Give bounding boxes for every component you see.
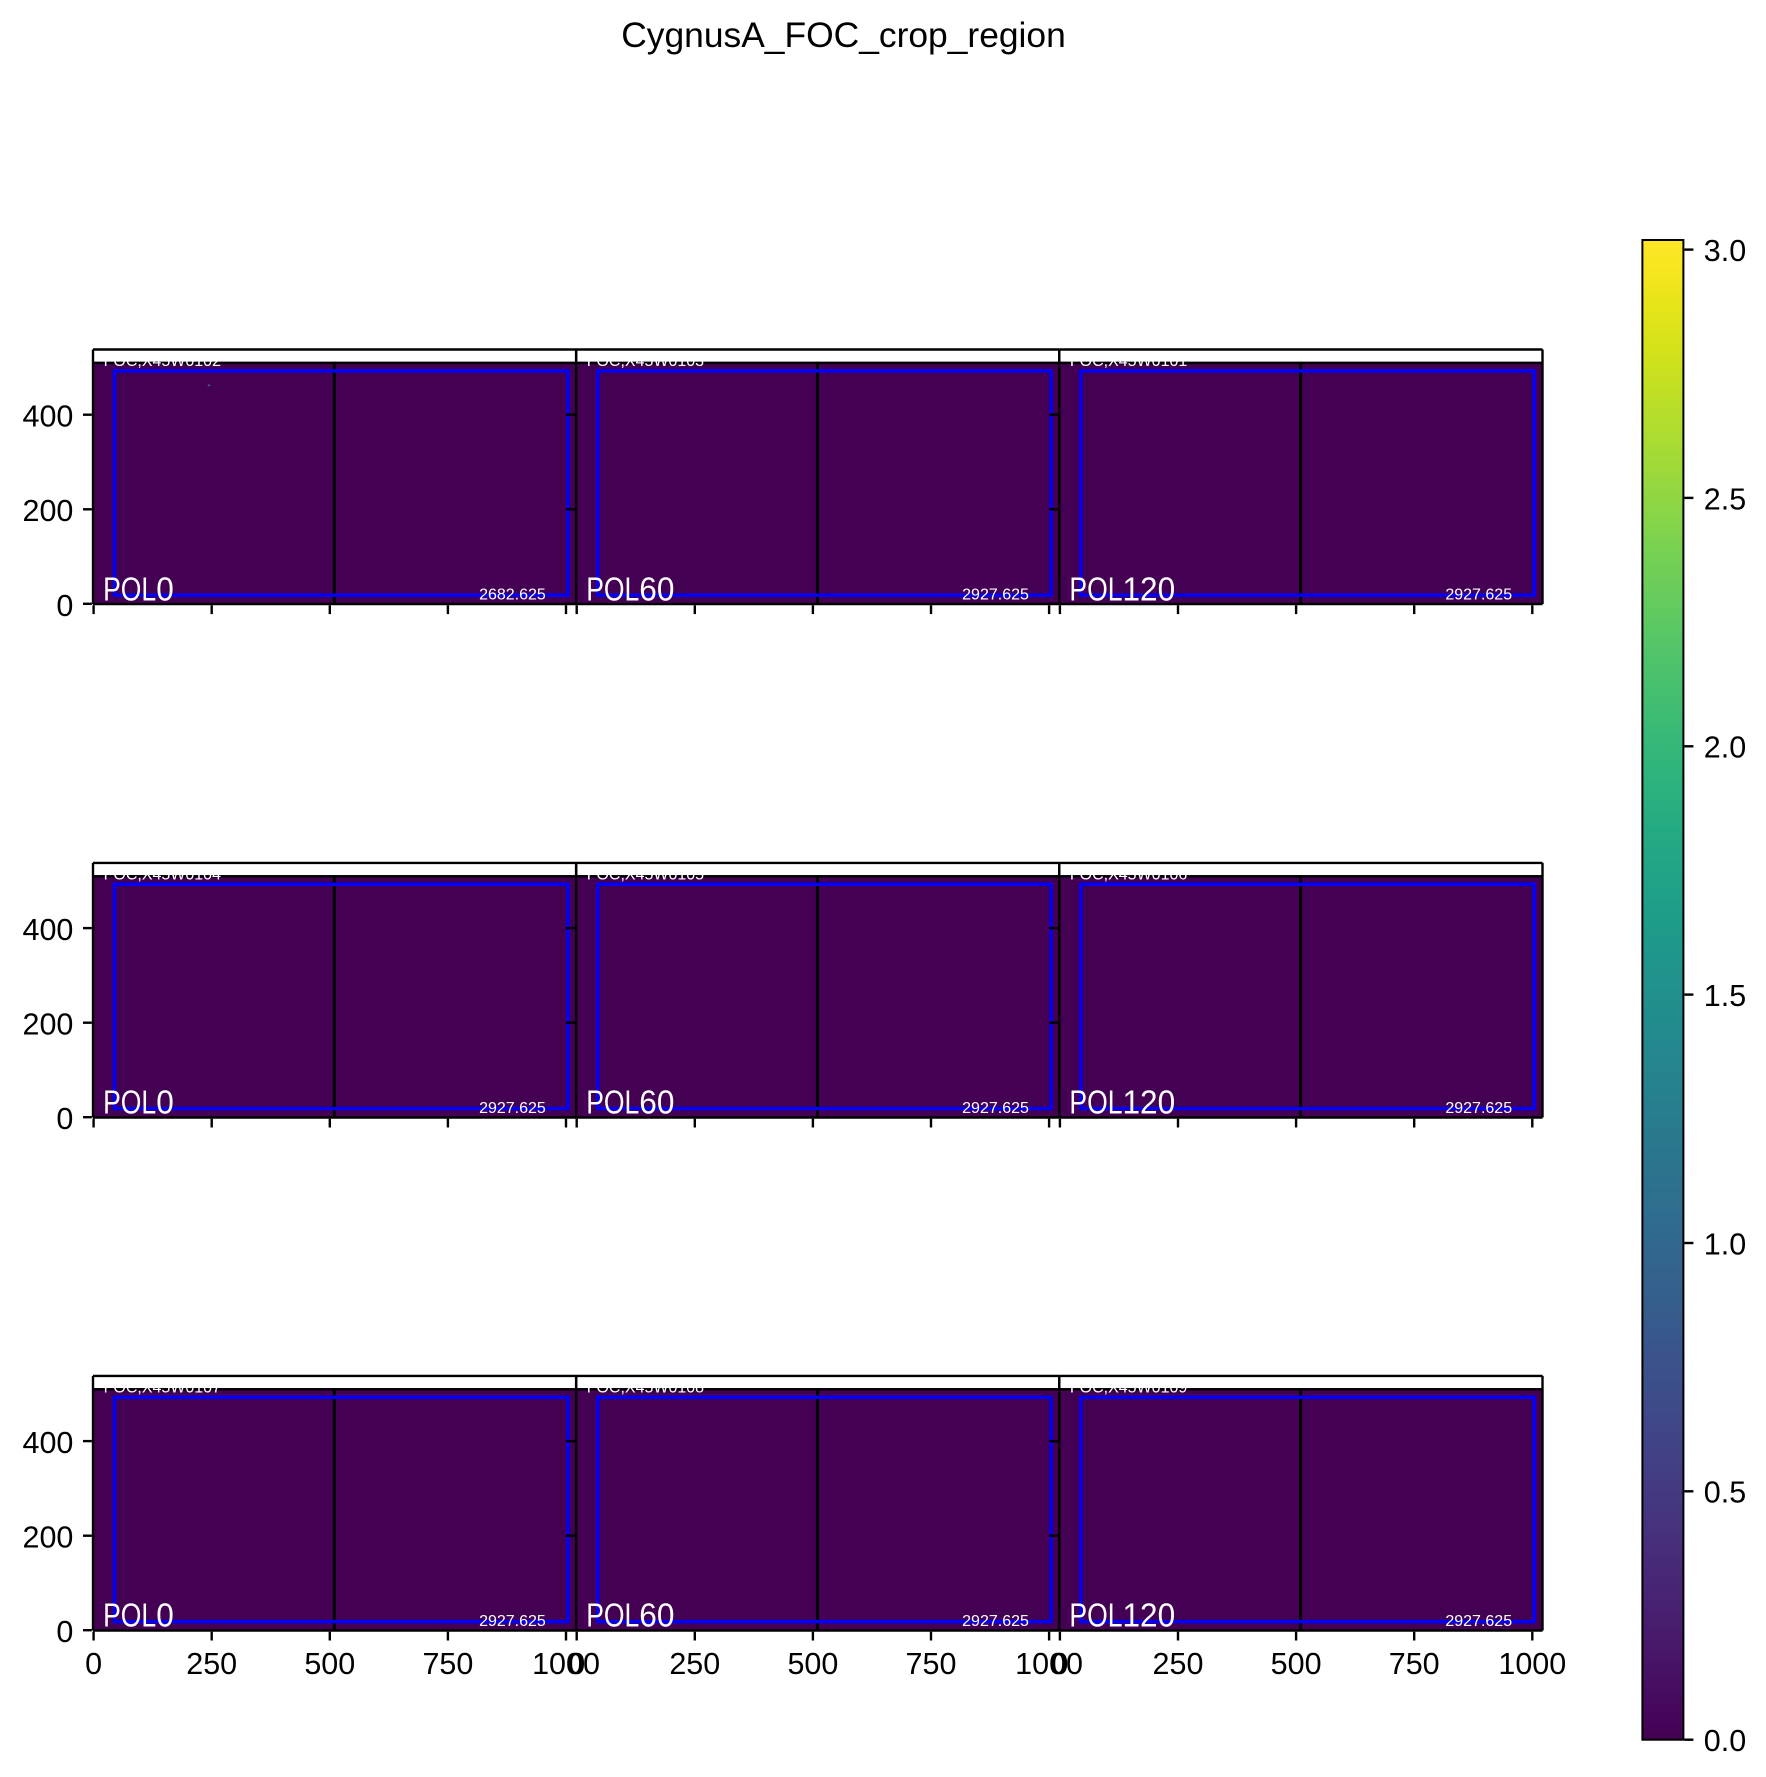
svg-text:POL: POL [1069, 1085, 1122, 1122]
svg-text:2682.625: 2682.625 [479, 587, 546, 604]
svg-text:0: 0 [568, 1647, 585, 1681]
svg-text:750: 750 [906, 1647, 957, 1681]
svg-text:120: 120 [1123, 569, 1176, 607]
svg-text:60: 60 [639, 1596, 674, 1634]
svg-text:2.5: 2.5 [1704, 482, 1746, 516]
svg-text:0.5: 0.5 [1704, 1476, 1746, 1510]
svg-text:FOC,X45W0103: FOC,X45W0103 [587, 353, 704, 370]
svg-text:FOC,X45W0104: FOC,X45W0104 [104, 866, 221, 883]
svg-text:400: 400 [23, 1426, 74, 1460]
svg-text:120: 120 [1123, 1596, 1176, 1634]
svg-text:1000: 1000 [1498, 1647, 1566, 1681]
svg-text:400: 400 [23, 913, 74, 947]
svg-text:0: 0 [56, 1102, 73, 1136]
svg-text:FOC,X45W0102: FOC,X45W0102 [104, 353, 221, 370]
svg-text:250: 250 [1153, 1647, 1204, 1681]
svg-text:1000: 1000 [1015, 1647, 1083, 1681]
svg-text:200: 200 [23, 1008, 74, 1042]
svg-text:2927.625: 2927.625 [962, 1613, 1029, 1630]
svg-text:400: 400 [23, 400, 74, 434]
svg-text:250: 250 [669, 1647, 720, 1681]
svg-text:200: 200 [23, 1521, 74, 1555]
svg-text:POL: POL [1069, 571, 1122, 608]
svg-text:250: 250 [186, 1647, 237, 1681]
svg-text:120: 120 [1123, 1083, 1176, 1121]
svg-text:POL: POL [586, 1598, 639, 1635]
svg-text:200: 200 [23, 494, 74, 528]
svg-text:0: 0 [156, 1083, 174, 1121]
svg-text:1000: 1000 [532, 1647, 600, 1681]
svg-text:2.0: 2.0 [1704, 731, 1746, 765]
svg-text:2927.625: 2927.625 [1445, 1100, 1512, 1117]
svg-text:60: 60 [639, 569, 674, 607]
svg-text:2927.625: 2927.625 [1445, 1613, 1512, 1630]
svg-text:CygnusA_FOC_crop_region: CygnusA_FOC_crop_region [621, 15, 1066, 55]
svg-text:FOC,X45W0105: FOC,X45W0105 [587, 866, 704, 883]
svg-text:500: 500 [304, 1647, 355, 1681]
svg-text:1.0: 1.0 [1704, 1227, 1746, 1261]
svg-text:60: 60 [639, 1083, 674, 1121]
svg-text:0: 0 [56, 589, 73, 623]
svg-text:FOC,X45W0109: FOC,X45W0109 [1070, 1379, 1187, 1396]
svg-text:0: 0 [56, 1615, 73, 1649]
svg-text:POL: POL [1069, 1598, 1122, 1635]
svg-text:750: 750 [422, 1647, 473, 1681]
svg-text:2927.625: 2927.625 [962, 587, 1029, 604]
svg-text:2927.625: 2927.625 [479, 1100, 546, 1117]
svg-text:0: 0 [156, 569, 174, 607]
svg-text:0.0: 0.0 [1704, 1724, 1746, 1758]
svg-text:3.0: 3.0 [1704, 234, 1746, 268]
svg-text:FOC,X45W0106: FOC,X45W0106 [1070, 866, 1187, 883]
svg-text:750: 750 [1389, 1647, 1440, 1681]
svg-text:POL: POL [586, 571, 639, 608]
svg-text:0: 0 [1051, 1647, 1068, 1681]
svg-text:2927.625: 2927.625 [962, 1100, 1029, 1117]
svg-text:POL: POL [103, 1598, 156, 1635]
svg-text:0: 0 [85, 1647, 102, 1681]
svg-text:POL: POL [103, 571, 156, 608]
svg-text:1.5: 1.5 [1704, 979, 1746, 1013]
svg-text:FOC,X45W0101: FOC,X45W0101 [1070, 353, 1187, 370]
svg-text:2927.625: 2927.625 [1445, 587, 1512, 604]
svg-text:FOC,X45W0108: FOC,X45W0108 [587, 1379, 704, 1396]
svg-text:2927.625: 2927.625 [479, 1613, 546, 1630]
svg-text:0: 0 [156, 1596, 174, 1634]
svg-text:500: 500 [787, 1647, 838, 1681]
svg-text:500: 500 [1271, 1647, 1322, 1681]
svg-text:POL: POL [103, 1085, 156, 1122]
svg-text:POL: POL [586, 1085, 639, 1122]
svg-text:FOC,X45W0107: FOC,X45W0107 [104, 1379, 221, 1396]
